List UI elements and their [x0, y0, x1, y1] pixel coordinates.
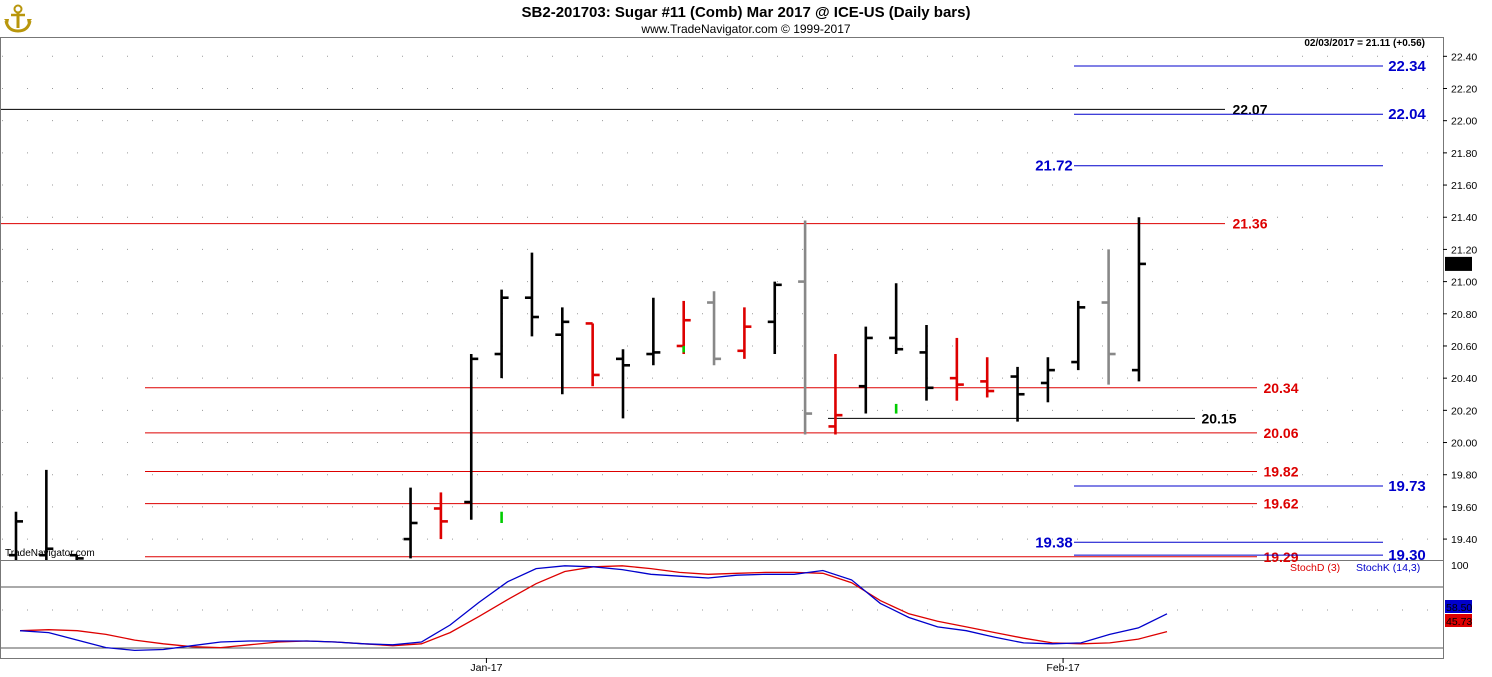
stoch-panel-frame: [0, 560, 1444, 659]
ohlc-bar: [585, 322, 600, 387]
legend-stochd: StochD (3): [1290, 562, 1340, 574]
stochk-line: [19, 565, 1168, 652]
ohlc-bar: [980, 357, 995, 398]
stoch-lines: [19, 565, 1168, 652]
y-tick-label: 22.20: [1451, 83, 1477, 95]
stoch-last-marker: [1445, 600, 1472, 613]
y-tick-label: 21.80: [1451, 148, 1477, 160]
ohlc-bar: [767, 281, 782, 355]
ohlc-bar: [464, 354, 479, 520]
ohlc-bar: [39, 469, 54, 560]
y-tick-label: 21.20: [1451, 244, 1477, 256]
level-lines: 22.07 21.36 20.34 20.15 20.06 19.82 19.62 19.29…: [1, 58, 1426, 565]
ohlc-bar: [494, 289, 509, 379]
y-tick-label: 21.60: [1451, 180, 1477, 192]
level-label: 19.30: [1388, 547, 1426, 564]
y-tick-label: 20.80: [1451, 309, 1477, 321]
ohlc-bars: [9, 217, 1146, 560]
level-label: 20.34: [1263, 380, 1298, 396]
level-label: 19.38: [1035, 534, 1073, 551]
y-tick-label: 20.40: [1451, 373, 1477, 385]
level-label: 22.04: [1388, 106, 1426, 123]
stoch-tick-100: 100: [1451, 560, 1469, 572]
stoch-last-label: 58.50: [1446, 602, 1472, 614]
ohlc-bar: [858, 326, 873, 414]
ohlc-bar: [555, 307, 570, 395]
last-price-label: 21.11: [1447, 259, 1473, 271]
y-tick-label: 21.00: [1451, 277, 1477, 289]
ohlc-bar: [646, 297, 661, 366]
level-label: 21.36: [1232, 216, 1267, 232]
header: SB2-201703: Sugar #11 (Comb) Mar 2017 @ …: [4, 4, 1425, 49]
ohlc-bar: [69, 553, 84, 560]
stoch-last-marker: [1445, 614, 1472, 627]
y-tick-label: 19.60: [1451, 502, 1477, 514]
ohlc-bar: [403, 487, 418, 559]
level-label: 21.72: [1035, 158, 1073, 175]
legend-stochk: StochK (14,3): [1356, 562, 1420, 574]
ohlc-bar: [798, 220, 813, 435]
stochd-line: [19, 565, 1168, 649]
stoch-last-label: 45.73: [1446, 616, 1472, 628]
price-panel-frame: [0, 37, 1444, 561]
level-label: 20.06: [1263, 425, 1298, 441]
ohlc-bar: [737, 307, 752, 359]
level-label: 19.82: [1263, 463, 1298, 479]
watermark: TradeNavigator.com: [5, 548, 95, 559]
chart-title: SB2-201703: Sugar #11 (Comb) Mar 2017 @ …: [522, 4, 971, 21]
ohlc-bar: [616, 349, 630, 419]
anchor-logo: [4, 4, 32, 33]
ohlc-bar: [919, 325, 934, 401]
x-tick-label: Jan-17: [470, 662, 502, 674]
level-label: 22.34: [1388, 58, 1426, 75]
ohlc-bar: [1071, 300, 1086, 371]
ohlc-bar: [889, 283, 904, 355]
level-label: 19.73: [1388, 478, 1426, 495]
ohlc-bar: [524, 252, 539, 337]
level-label: 22.07: [1232, 101, 1267, 117]
ohlc-bar: [1010, 366, 1025, 422]
last-price-marker: [1445, 256, 1472, 271]
y-tick-label: 20.20: [1451, 405, 1477, 417]
y-tick-label: 21.40: [1451, 212, 1477, 224]
y-tick-label: 20.00: [1451, 438, 1477, 450]
ohlc-bar: [9, 511, 23, 560]
y-tick-label: 22.40: [1451, 51, 1477, 63]
y-tick-label: 19.40: [1451, 534, 1477, 546]
stoch-last-values: 58.50 45.73: [1445, 600, 1472, 628]
y-tick-label: 19.80: [1451, 470, 1477, 482]
ohlc-bar: [707, 291, 722, 366]
last-price-info: 02/03/2017 = 21.11 (+0.56): [1304, 38, 1425, 49]
ohlc-bar: [433, 492, 448, 540]
y-tick-label: 20.60: [1451, 341, 1477, 353]
ohlc-bar: [828, 354, 843, 435]
ohlc-bar: [1131, 217, 1146, 382]
ohlc-bar: [1101, 249, 1116, 385]
level-label: 19.29: [1263, 549, 1298, 565]
price-axis: 19.40 19.60 19.80 20.00 20.20 20.40 20.60 20.80…: [1443, 51, 1477, 546]
date-axis: Jan-17 Feb-17: [470, 658, 1080, 674]
price-grid: [2, 55, 1442, 540]
chart-subtitle: www.TradeNavigator.com © 1999-2017: [640, 22, 850, 36]
y-tick-label: 22.00: [1451, 116, 1477, 128]
ohlc-bar: [949, 337, 964, 401]
level-label: 19.62: [1263, 496, 1298, 512]
level-label: 20.15: [1201, 410, 1236, 426]
x-tick-label: Feb-17: [1046, 662, 1079, 674]
ohlc-bar: [1040, 357, 1055, 403]
